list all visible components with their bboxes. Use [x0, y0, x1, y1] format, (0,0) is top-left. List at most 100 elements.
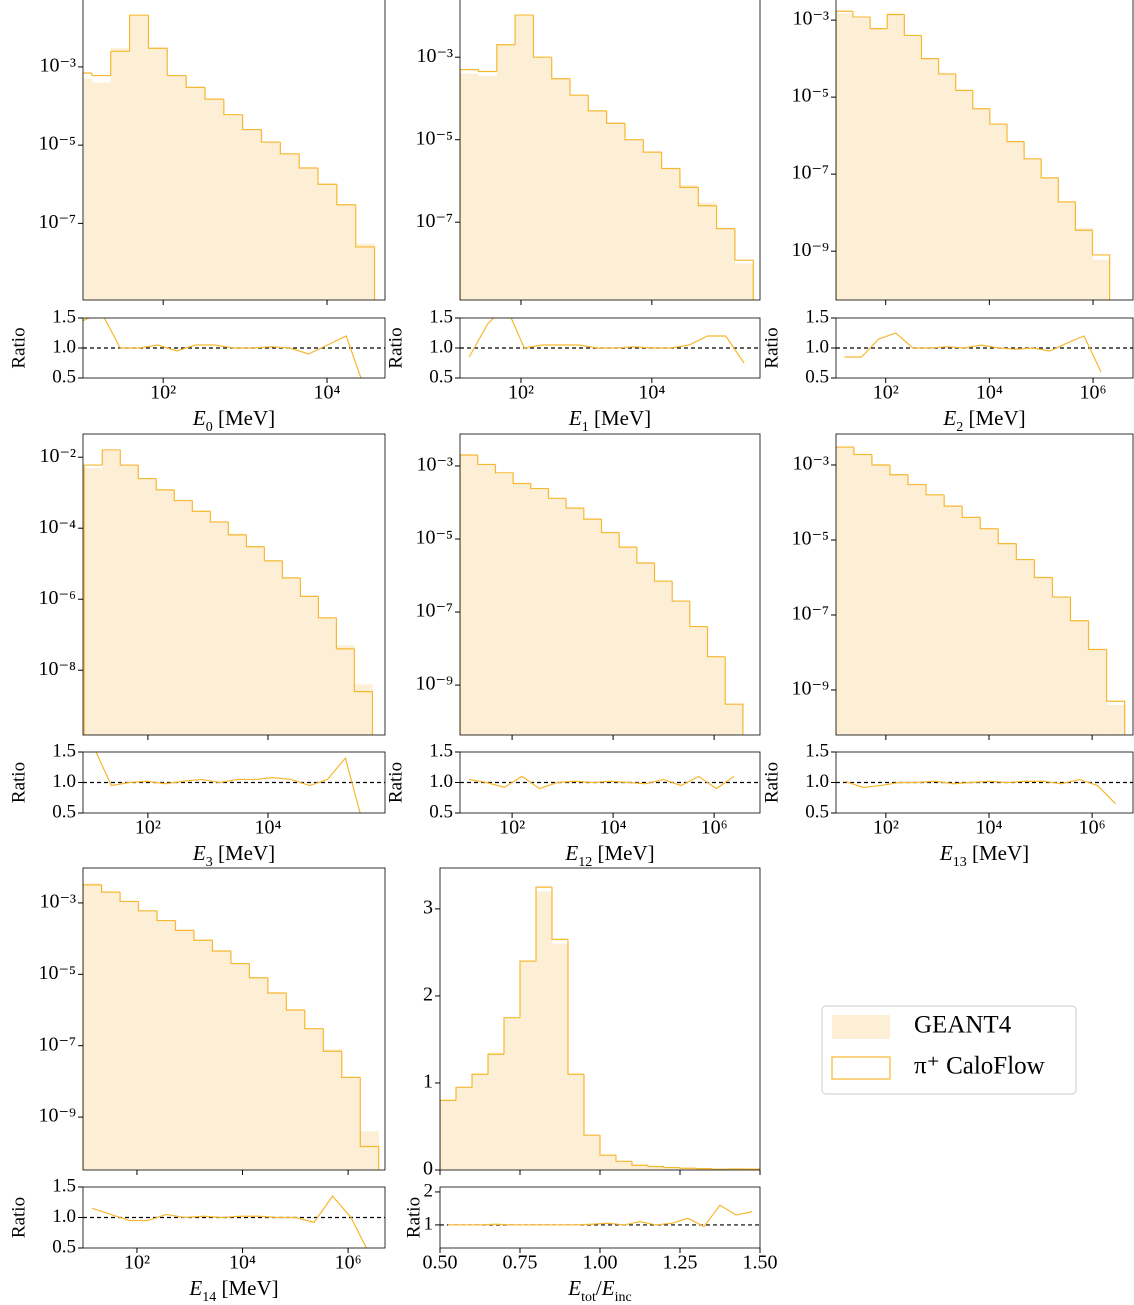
step [583, 1074, 600, 1136]
bar [138, 910, 158, 1170]
step [631, 1161, 648, 1166]
axes-frame [82, 867, 386, 1171]
step [587, 95, 607, 112]
step [359, 1077, 380, 1170]
step [496, 44, 516, 72]
bar [570, 95, 589, 300]
y-tick-label: 10⁻⁵ [791, 85, 829, 107]
step [260, 129, 281, 143]
step [101, 449, 121, 466]
bar [926, 494, 945, 735]
y-tick-label: 10⁻⁵ [791, 528, 829, 550]
ratio-label: Ratio [761, 327, 782, 368]
bar [566, 508, 585, 735]
y-tick-label: 0.5 [805, 801, 829, 822]
step [267, 977, 287, 994]
bar [1075, 227, 1093, 300]
step [653, 563, 673, 582]
bar [836, 13, 854, 300]
bar [318, 184, 338, 300]
bar [836, 447, 855, 735]
bar [530, 489, 549, 735]
bar [488, 1052, 505, 1170]
step [119, 892, 139, 903]
legend-label: π⁺ CaloFlow [914, 1053, 1045, 1080]
bar [323, 1049, 343, 1170]
bar [1041, 177, 1059, 300]
ratio-label: Ratio [385, 327, 406, 368]
step [193, 930, 213, 941]
bar [102, 450, 121, 735]
bar [938, 73, 956, 300]
y-tick-label: 10⁻⁵ [415, 527, 453, 549]
y-tick-label: 10⁻³ [39, 54, 76, 76]
ratio-line [448, 1204, 753, 1228]
x-tick-label: 10² [873, 382, 899, 404]
bar [989, 124, 1008, 300]
bar [460, 454, 479, 735]
step [642, 139, 662, 153]
step [660, 152, 680, 170]
bar [120, 901, 139, 1170]
step [440, 1099, 456, 1170]
bar [242, 129, 262, 300]
bar [632, 1164, 649, 1170]
bar [138, 478, 157, 735]
step [230, 950, 250, 965]
y-tick-label: 10⁻⁶ [38, 587, 76, 609]
bar [679, 184, 699, 300]
bar [286, 1010, 306, 1170]
y-tick-label: 0.5 [429, 801, 453, 822]
bar [83, 78, 93, 300]
x-axis-label: E3 [MeV] [192, 841, 275, 870]
bar [513, 482, 532, 735]
step [341, 1051, 361, 1078]
bar [648, 1166, 665, 1170]
step [961, 506, 981, 518]
x-tick-label: 10² [150, 382, 176, 404]
ratio-plot [836, 332, 1133, 373]
step [137, 465, 157, 480]
y-tick-label: 0.5 [805, 366, 829, 387]
y-tick-label: 3 [423, 896, 433, 918]
bar [456, 1087, 473, 1170]
step [91, 72, 111, 77]
step [583, 508, 602, 520]
axes-frame [459, 0, 761, 301]
ratio-line [468, 318, 745, 364]
step [871, 454, 890, 466]
bar [174, 500, 193, 735]
y-tick-label: 0.5 [52, 801, 76, 822]
bar [129, 16, 149, 300]
step [907, 474, 927, 486]
main-plot [83, 883, 380, 1170]
bar [336, 204, 357, 300]
step [636, 547, 655, 564]
y-tick-label: 10⁻² [39, 445, 76, 467]
bar [616, 1161, 633, 1170]
step [1040, 158, 1059, 179]
bar [304, 1028, 324, 1170]
bar [889, 474, 909, 735]
bar [908, 484, 927, 735]
step [618, 532, 637, 548]
y-tick-label: 1.5 [805, 740, 829, 761]
ratio-label: Ratio [385, 762, 406, 803]
bar [1007, 141, 1025, 300]
step [530, 483, 549, 490]
bar [249, 977, 269, 1170]
bar [636, 563, 655, 735]
bar [336, 645, 355, 735]
step [156, 910, 176, 922]
step [336, 184, 356, 206]
step [647, 1165, 664, 1168]
bar [904, 35, 922, 300]
step [600, 519, 620, 534]
bar [520, 961, 537, 1170]
x-tick-label: 1.25 [663, 1252, 698, 1274]
step [535, 886, 552, 962]
bar [1034, 577, 1053, 735]
y-tick-label: 0.5 [429, 366, 453, 387]
step [938, 58, 956, 75]
x-tick-label: 10⁶ [1079, 817, 1106, 839]
